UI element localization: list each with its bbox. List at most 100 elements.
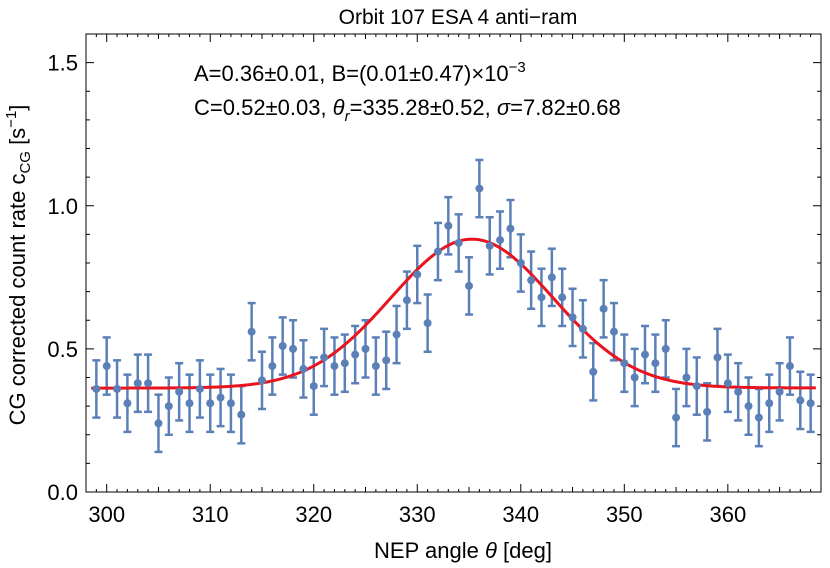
y-axis-label-text: CG corrected count rate c — [5, 174, 30, 426]
data-point — [485, 241, 494, 250]
data-point — [682, 373, 691, 382]
data-point — [144, 379, 153, 388]
data-point — [392, 330, 401, 339]
data-point — [661, 344, 670, 353]
data-point — [806, 399, 815, 408]
data-point — [320, 353, 329, 362]
data-point — [734, 387, 743, 396]
data-point — [216, 393, 225, 402]
y-tick-label: 1.5 — [47, 51, 78, 76]
data-point — [444, 221, 453, 230]
axis-ticks — [85, 33, 822, 493]
data-point — [206, 399, 215, 408]
y-axis-label-sup: −1 — [3, 111, 20, 128]
data-point — [175, 387, 184, 396]
data-point — [620, 359, 629, 368]
data-point — [651, 359, 660, 368]
data-point — [123, 399, 132, 408]
fit-params-ab: A=0.36±0.01, B=(0.01±0.47)×10 — [194, 61, 509, 86]
data-point — [330, 362, 339, 371]
y-tick-label: 1.0 — [47, 194, 78, 219]
data-point — [102, 362, 111, 371]
data-point — [692, 382, 701, 391]
data-point — [723, 379, 732, 388]
data-point — [361, 344, 370, 353]
data-point — [765, 399, 774, 408]
data-point — [599, 304, 608, 313]
x-tick-label: 300 — [88, 502, 125, 527]
fit-parameters-line-1: A=0.36±0.01, B=(0.01±0.47)×10−3 — [194, 59, 526, 86]
x-tick-label: 320 — [295, 502, 332, 527]
x-axis-label-theta: θ — [485, 538, 497, 563]
data-point — [641, 350, 650, 359]
y-tick-label: 0.5 — [47, 337, 78, 362]
data-point — [154, 419, 163, 428]
fit-params-sigma: σ — [497, 95, 511, 120]
data-points — [92, 184, 815, 428]
data-point — [423, 319, 432, 328]
data-point — [299, 364, 308, 373]
data-point — [351, 350, 360, 359]
data-point — [433, 247, 442, 256]
data-point — [382, 356, 391, 365]
x-tick-label: 330 — [399, 502, 436, 527]
x-tick-label: 350 — [606, 502, 643, 527]
data-point — [113, 384, 122, 393]
data-point — [558, 293, 567, 302]
data-point — [527, 276, 536, 285]
data-point — [775, 387, 784, 396]
y-axis-label: CG corrected count rate cCG [s−1] — [3, 105, 34, 426]
fit-params-theta: θ — [333, 95, 345, 120]
data-point — [713, 353, 722, 362]
x-axis-label-unit: [deg] — [497, 538, 552, 563]
data-point — [754, 413, 763, 422]
data-point — [672, 413, 681, 422]
data-point — [796, 396, 805, 405]
data-point — [496, 236, 505, 245]
data-point — [289, 344, 298, 353]
x-tick-label: 360 — [709, 502, 746, 527]
data-point — [268, 362, 277, 371]
data-point — [164, 402, 173, 411]
data-point — [278, 342, 287, 351]
data-point — [785, 362, 794, 371]
x-tick-label: 340 — [502, 502, 539, 527]
data-point — [547, 273, 556, 282]
data-point — [340, 359, 349, 368]
data-point — [413, 270, 422, 279]
data-point — [516, 259, 525, 267]
data-point — [506, 224, 515, 233]
data-point — [703, 407, 712, 416]
data-point — [371, 362, 380, 371]
data-point — [309, 382, 318, 391]
data-point — [475, 184, 484, 193]
data-point — [568, 313, 577, 322]
y-axis-label-sub: CG — [17, 151, 34, 174]
fit-params-b-exponent: −3 — [509, 59, 526, 76]
data-point — [744, 402, 753, 411]
data-point — [185, 399, 194, 408]
fit-params-sigma-value: =7.82±0.68 — [510, 95, 621, 120]
data-point — [630, 373, 639, 382]
data-point — [226, 399, 235, 408]
x-axis-label-text: NEP angle — [374, 538, 485, 563]
fit-params-theta-sub: r — [345, 108, 351, 125]
x-axis-label: NEP angle θ [deg] — [374, 538, 552, 563]
data-point — [247, 327, 256, 336]
data-point — [465, 281, 474, 290]
tick-labels: 300 310 320 330 340 350 360 0.0 0.5 1.0 1.5 — [47, 51, 746, 527]
data-point — [537, 293, 546, 302]
data-point — [578, 324, 587, 333]
data-point — [92, 384, 101, 393]
fit-params-c: C=0.52±0.03, — [194, 95, 333, 120]
y-tick-label: 0.0 — [47, 480, 78, 505]
data-point — [402, 296, 411, 305]
data-point — [133, 379, 142, 388]
data-point — [257, 376, 266, 385]
chart-title: Orbit 107 ESA 4 anti−ram — [339, 6, 578, 29]
data-point — [589, 367, 598, 376]
data-point — [454, 238, 463, 247]
data-point — [609, 327, 618, 336]
x-tick-label: 310 — [192, 502, 229, 527]
